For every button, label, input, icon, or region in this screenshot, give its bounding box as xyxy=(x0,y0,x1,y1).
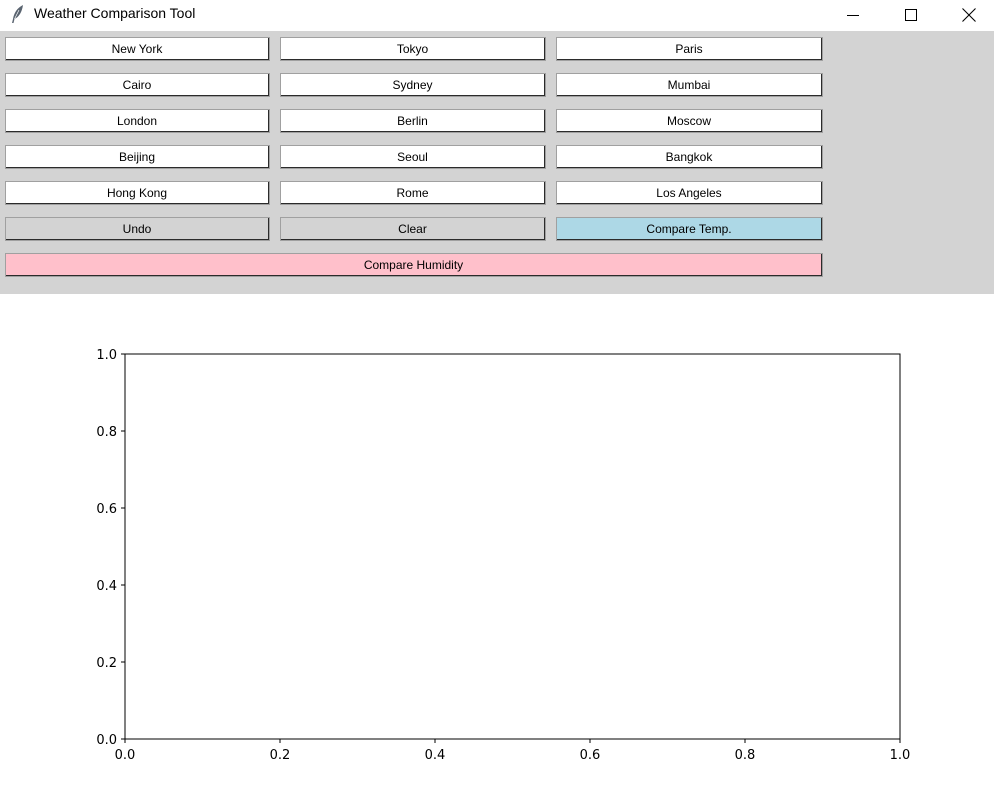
x-tick-label: 0.6 xyxy=(580,748,601,763)
minimize-icon xyxy=(847,14,859,16)
minimize-button[interactable] xyxy=(830,0,876,29)
x-tick-label: 0.2 xyxy=(270,748,291,763)
y-tick-label: 0.4 xyxy=(96,579,117,594)
city-button-new-york[interactable]: New York xyxy=(5,37,270,61)
city-button-beijing[interactable]: Beijing xyxy=(5,145,270,169)
y-tick-label: 0.8 xyxy=(96,425,117,440)
feather-icon xyxy=(11,4,25,24)
city-button-paris[interactable]: Paris xyxy=(556,37,823,61)
compare-temp-button[interactable]: Compare Temp. xyxy=(556,217,823,241)
city-button-tokyo[interactable]: Tokyo xyxy=(280,37,546,61)
city-button-moscow[interactable]: Moscow xyxy=(556,109,823,133)
y-tick-label: 0.2 xyxy=(96,656,117,671)
x-tick-label: 0.8 xyxy=(735,748,756,763)
plot-frame xyxy=(124,353,901,740)
maximize-button[interactable] xyxy=(888,0,934,29)
city-button-los-angeles[interactable]: Los Angeles xyxy=(556,181,823,205)
city-button-rome[interactable]: Rome xyxy=(280,181,546,205)
y-tick-label: 1.0 xyxy=(96,348,117,363)
city-button-sydney[interactable]: Sydney xyxy=(280,73,546,97)
clear-button[interactable]: Clear xyxy=(280,217,546,241)
chart-area: 0.0 0.2 0.4 0.6 0.8 1.0 0.0 0.2 0.4 0.6 0.8 1.0 xyxy=(0,294,994,787)
maximize-icon xyxy=(905,8,917,21)
x-tick-label: 0.0 xyxy=(115,748,136,763)
title-bar: Weather Comparison Tool xyxy=(0,0,994,31)
y-tick-label: 0.6 xyxy=(96,502,117,517)
window-title: Weather Comparison Tool xyxy=(34,5,196,21)
city-button-seoul[interactable]: Seoul xyxy=(280,145,546,169)
city-button-bangkok[interactable]: Bangkok xyxy=(556,145,823,169)
y-tick-label: 0.0 xyxy=(96,733,117,748)
close-icon xyxy=(962,7,976,22)
undo-button[interactable]: Undo xyxy=(5,217,270,241)
city-button-hong-kong[interactable]: Hong Kong xyxy=(5,181,270,205)
chart-canvas: 0.0 0.2 0.4 0.6 0.8 1.0 0.0 0.2 0.4 0.6 0.8 1.0 xyxy=(96,348,911,763)
control-panel: New York Tokyo Paris Cairo Sydney Mumbai… xyxy=(0,31,994,294)
city-button-cairo[interactable]: Cairo xyxy=(5,73,270,97)
compare-humidity-button[interactable]: Compare Humidity xyxy=(5,253,823,277)
x-tick-label: 0.4 xyxy=(425,748,446,763)
city-button-london[interactable]: London xyxy=(5,109,270,133)
close-button[interactable] xyxy=(946,0,992,29)
city-button-mumbai[interactable]: Mumbai xyxy=(556,73,823,97)
x-tick-label: 1.0 xyxy=(890,748,911,763)
city-button-berlin[interactable]: Berlin xyxy=(280,109,546,133)
